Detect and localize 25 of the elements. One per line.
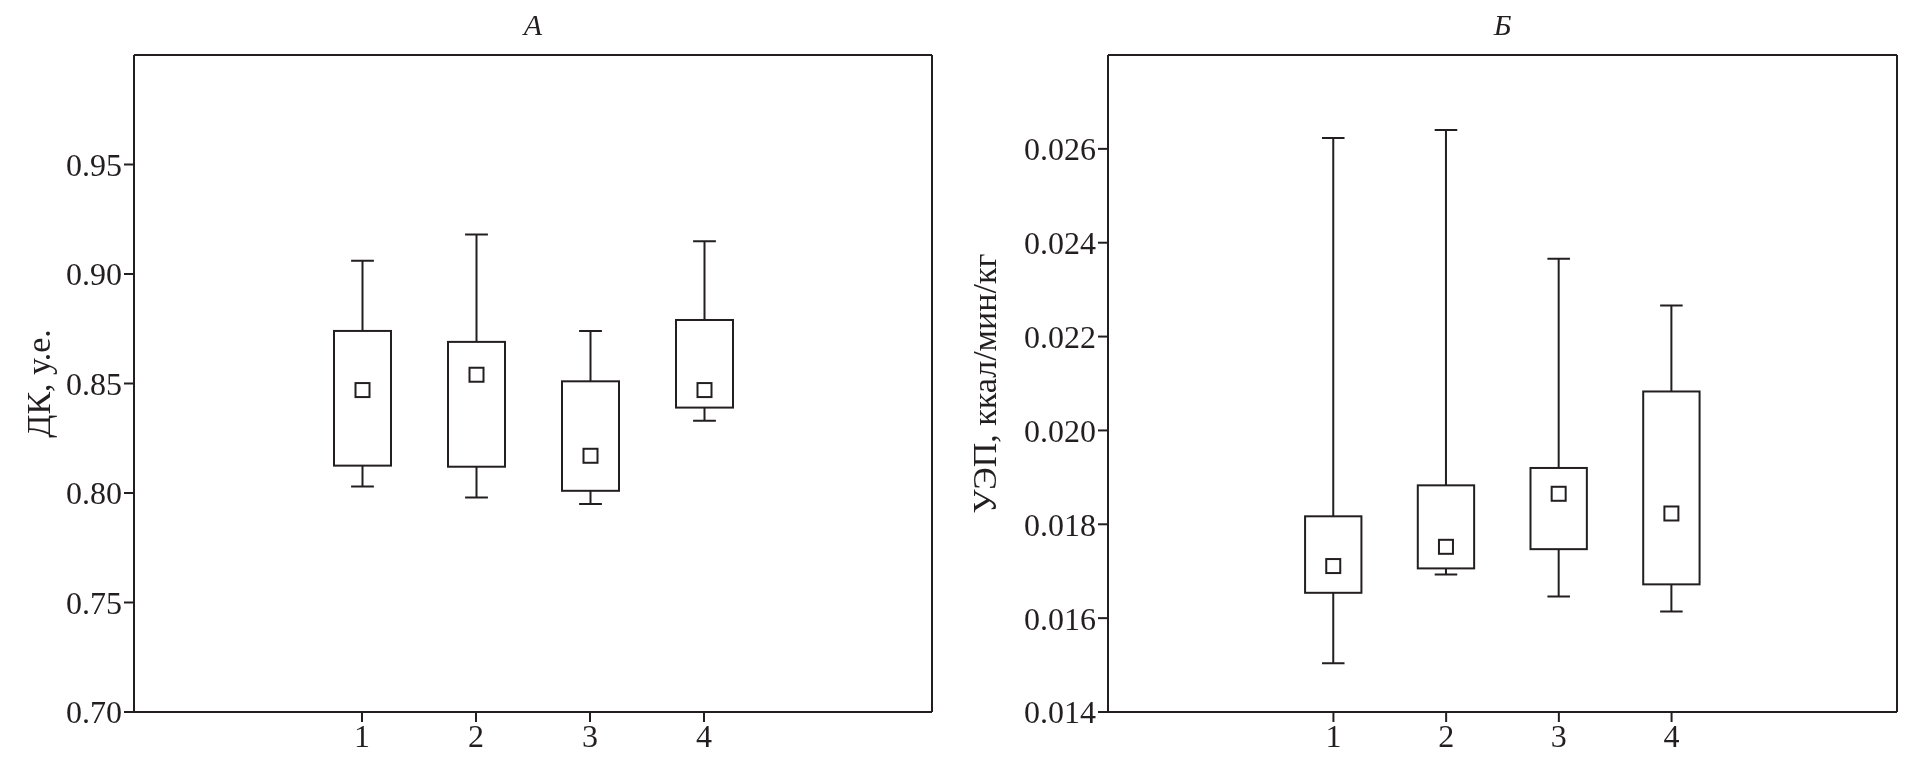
y-tick-label: 0.80: [66, 475, 122, 512]
y-tick-label: 0.018: [1024, 506, 1096, 543]
y-tick-label: 0.70: [66, 694, 122, 731]
x-tick-label: 1: [354, 717, 370, 754]
y-tick-label: 0.014: [1024, 694, 1096, 731]
chart-title: Б: [1492, 8, 1513, 42]
x-tick-label: 4: [696, 717, 712, 754]
x-tick-label: 3: [1550, 717, 1567, 754]
x-tick-label: 2: [468, 717, 484, 754]
y-axis-title: УЭП, ккал/мин/кг: [966, 253, 1004, 514]
y-tick-label: 0.016: [1024, 600, 1096, 637]
x-tick-label: 3: [582, 717, 598, 754]
y-axis-title: ДК, у.е.: [20, 329, 58, 438]
y-tick-label: 0.85: [66, 365, 122, 402]
y-tick-label: 0.024: [1024, 225, 1096, 262]
chart-title: А: [521, 8, 544, 42]
y-tick-label: 0.022: [1024, 318, 1096, 355]
y-tick-label: 0.026: [1024, 131, 1096, 168]
y-tick-label: 0.75: [66, 584, 122, 621]
x-tick-label: 2: [1438, 717, 1455, 754]
x-tick-label: 4: [1663, 717, 1680, 754]
y-tick-label: 0.95: [66, 146, 122, 183]
y-tick-label: 0.90: [66, 256, 122, 293]
y-tick-label: 0.020: [1024, 412, 1096, 449]
x-tick-label: 1: [1325, 717, 1342, 754]
